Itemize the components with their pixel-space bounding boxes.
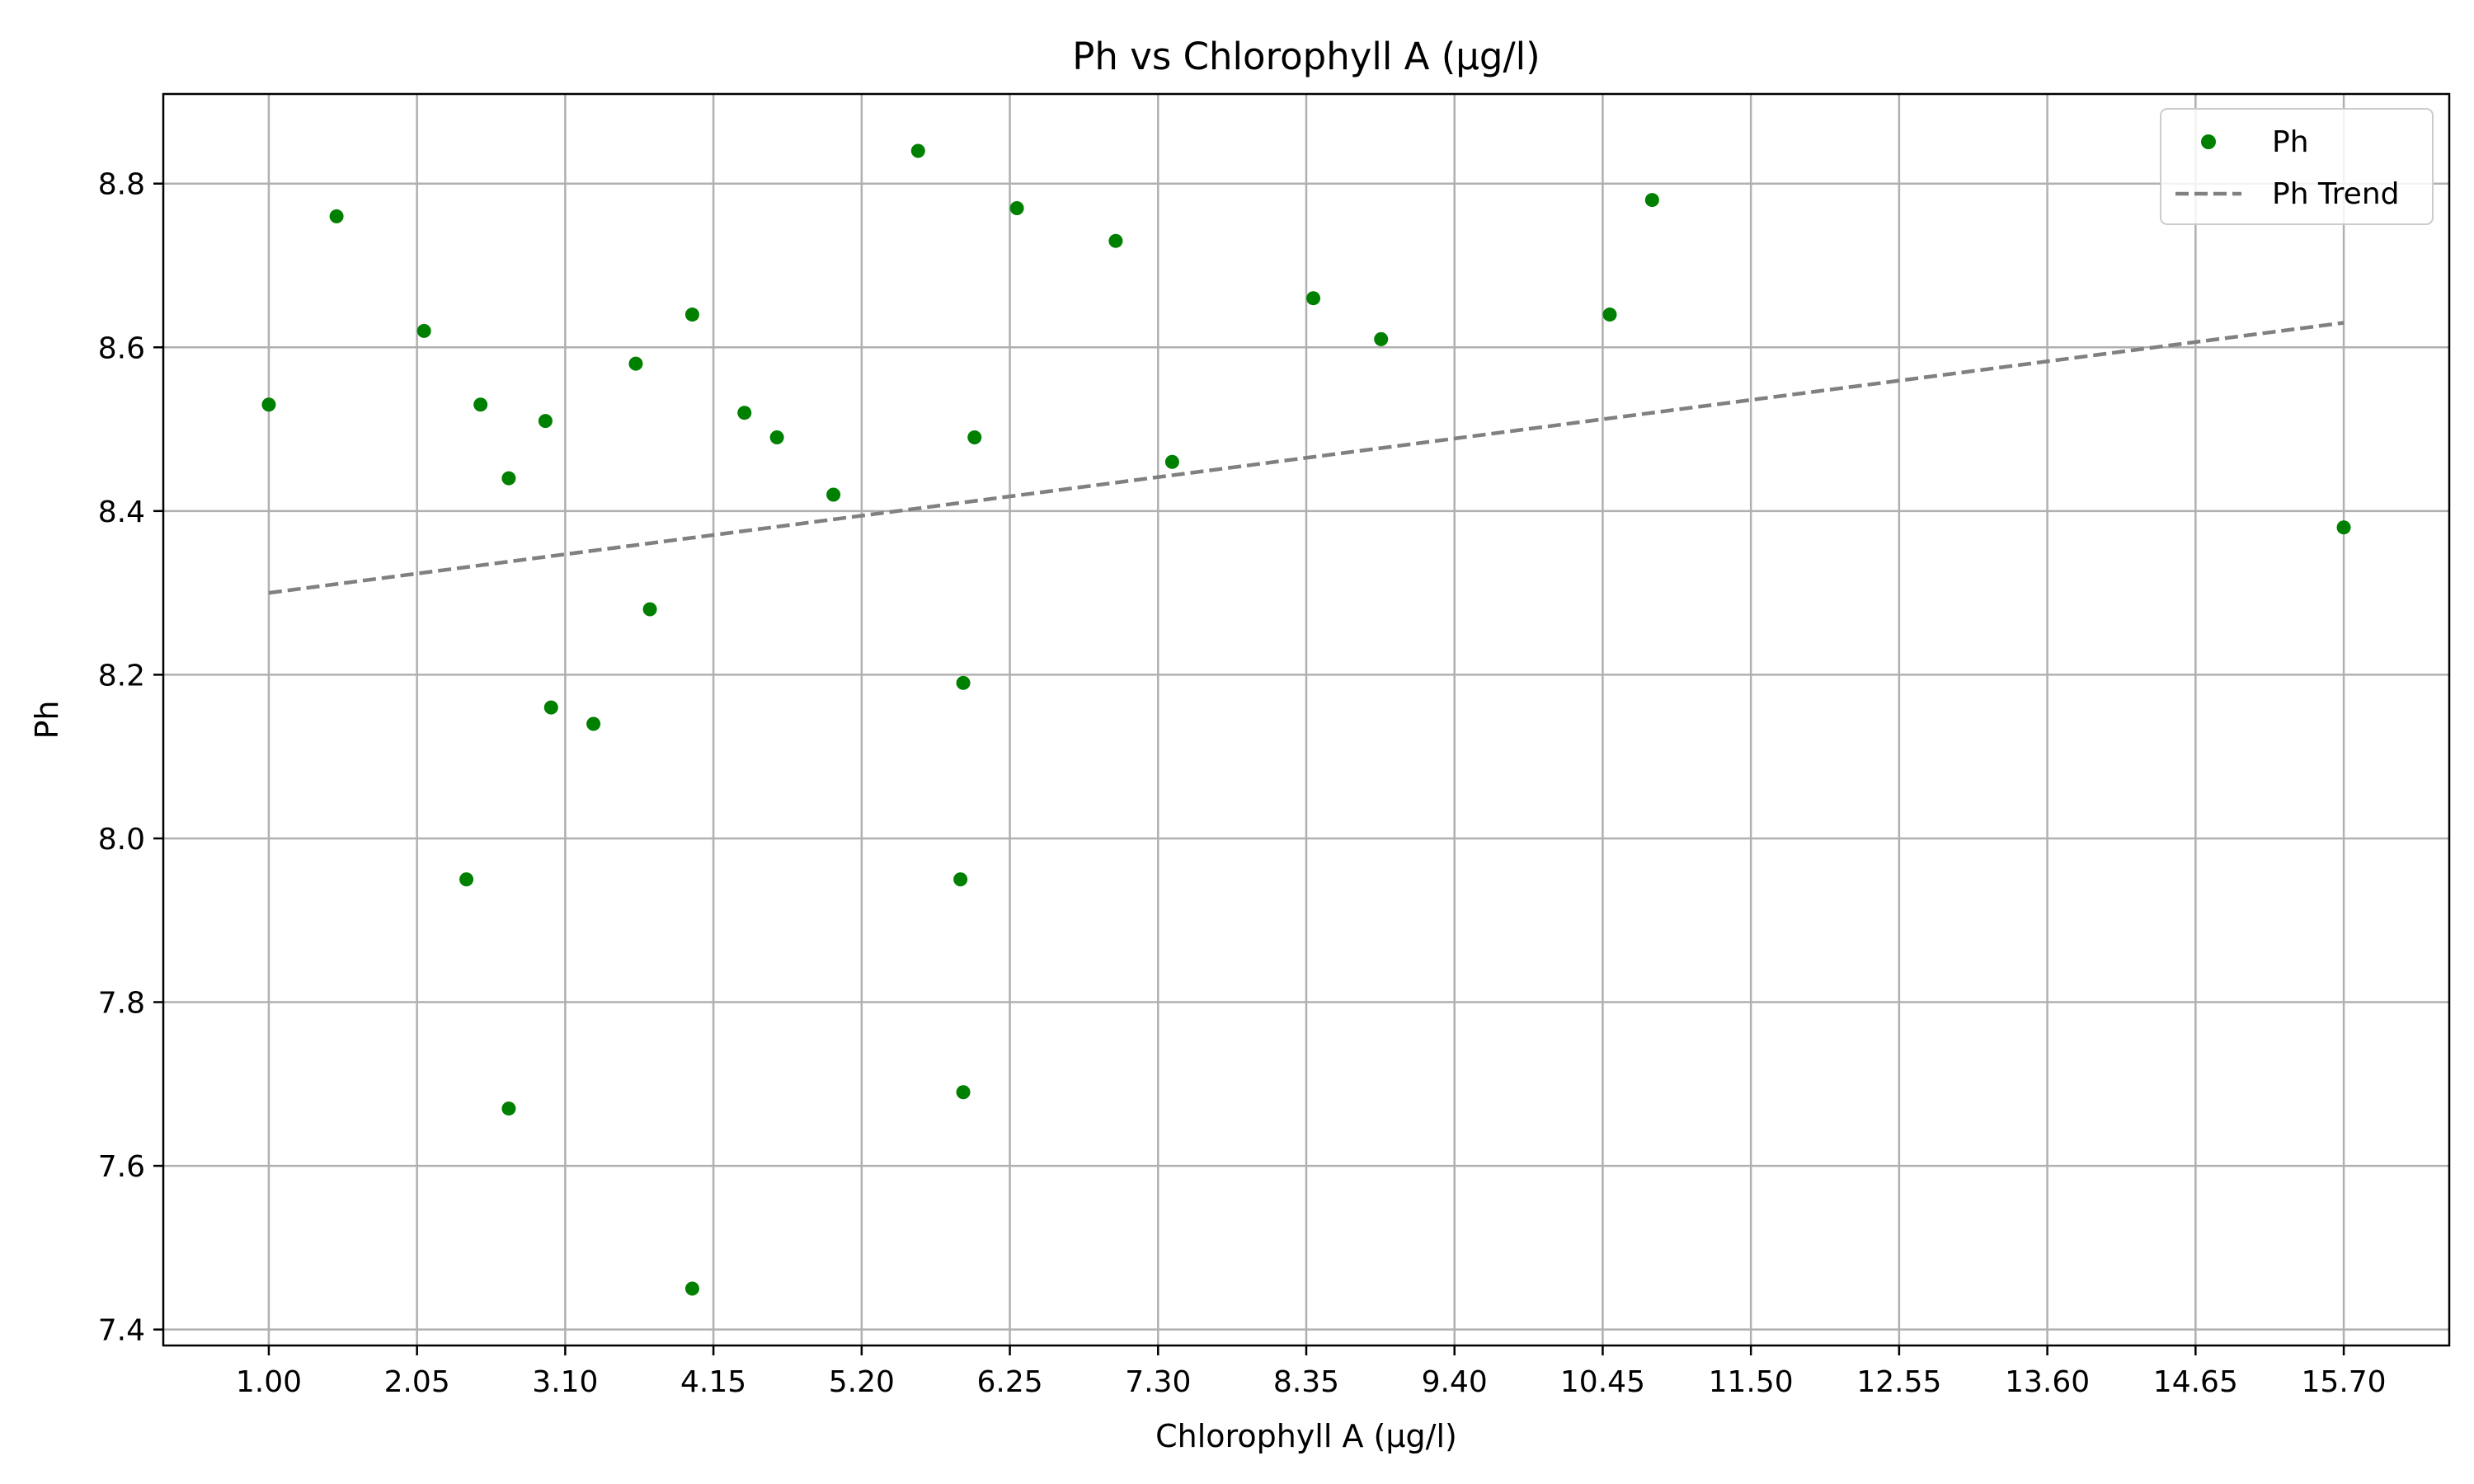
- x-tick-label: 5.20: [829, 1365, 895, 1399]
- y-axis-label: Ph: [29, 701, 65, 740]
- scatter-point: [1644, 193, 1659, 208]
- x-tick-label: 10.45: [1560, 1365, 1645, 1399]
- legend: Ph Ph Trend: [2160, 108, 2434, 225]
- trend-line: [268, 321, 2345, 595]
- scatter-point: [1602, 308, 1617, 322]
- x-tick-label: 6.25: [976, 1365, 1042, 1399]
- scatter-point: [910, 143, 925, 158]
- scatter-point: [538, 414, 553, 429]
- y-tick-label: 8.6: [98, 331, 145, 365]
- scatter-points-layer: [261, 143, 2351, 1296]
- scatter-point: [1374, 331, 1389, 346]
- x-tick-label: 9.40: [1422, 1365, 1488, 1399]
- x-tick-label: 2.05: [384, 1365, 450, 1399]
- y-tick-label: 8.4: [98, 495, 145, 529]
- legend-box: [2160, 108, 2434, 225]
- scatter-point: [967, 430, 982, 444]
- scatter-point: [1108, 233, 1123, 248]
- x-tick-label: 7.30: [1125, 1365, 1191, 1399]
- legend-marker-ph: [2201, 134, 2216, 149]
- x-tick-label: 13.60: [2005, 1365, 2090, 1399]
- scatter-point: [459, 872, 474, 887]
- scatter-point: [642, 602, 657, 617]
- x-tick-label: 12.55: [1856, 1365, 1941, 1399]
- scatter-point: [501, 1101, 516, 1116]
- scatter-point: [628, 356, 643, 371]
- scatter-point: [684, 1281, 699, 1296]
- scatter-point: [1164, 454, 1179, 469]
- scatter-point: [1306, 291, 1321, 306]
- scatter-point: [473, 397, 488, 412]
- x-tick-label: 4.15: [680, 1365, 746, 1399]
- x-tick-label: 11.50: [1709, 1365, 1794, 1399]
- y-tick-label: 7.8: [98, 987, 145, 1021]
- y-tick-label: 8.0: [98, 823, 145, 857]
- scatter-point: [329, 209, 344, 223]
- x-tick-label: 14.65: [2153, 1365, 2238, 1399]
- chart-title: Ph vs Chlorophyll A (µg/l): [1072, 35, 1540, 78]
- y-tick-label: 8.8: [98, 168, 145, 202]
- x-axis: 1.00 2.05 3.10 4.15 5.20 6.25 7.30 8.35 9.40 10.4…: [236, 1345, 2387, 1399]
- scatter-point: [769, 430, 784, 444]
- y-axis: 7.4 7.6 7.8 8.0 8.2 8.4 8.6 8.8: [98, 168, 163, 1348]
- scatter-point: [953, 872, 968, 887]
- legend-label-ph-trend: Ph Trend: [2272, 177, 2400, 211]
- scatter-point: [261, 397, 276, 412]
- y-tick-label: 7.4: [98, 1314, 145, 1348]
- x-axis-label: Chlorophyll A (µg/l): [1155, 1418, 1457, 1454]
- scatter-point: [2336, 520, 2351, 535]
- scatter-point: [586, 716, 601, 731]
- scatter-point: [737, 406, 752, 420]
- scatter-point: [684, 308, 699, 322]
- scatter-point: [956, 1085, 971, 1100]
- scatter-point: [543, 700, 558, 715]
- x-tick-label: 1.00: [236, 1365, 302, 1399]
- y-tick-label: 7.6: [98, 1150, 145, 1184]
- y-tick-label: 8.2: [98, 659, 145, 693]
- x-tick-label: 15.70: [2302, 1365, 2387, 1399]
- scatter-point: [1009, 200, 1024, 215]
- x-tick-label: 8.35: [1273, 1365, 1339, 1399]
- trend-line-layer: [268, 321, 2345, 595]
- scatter-point: [416, 323, 431, 338]
- grid: [163, 94, 2449, 1345]
- legend-label-ph: Ph: [2272, 125, 2309, 159]
- x-tick-label: 3.10: [532, 1365, 598, 1399]
- scatter-point: [501, 471, 516, 486]
- scatter-point: [956, 675, 971, 690]
- scatter-point: [826, 487, 841, 502]
